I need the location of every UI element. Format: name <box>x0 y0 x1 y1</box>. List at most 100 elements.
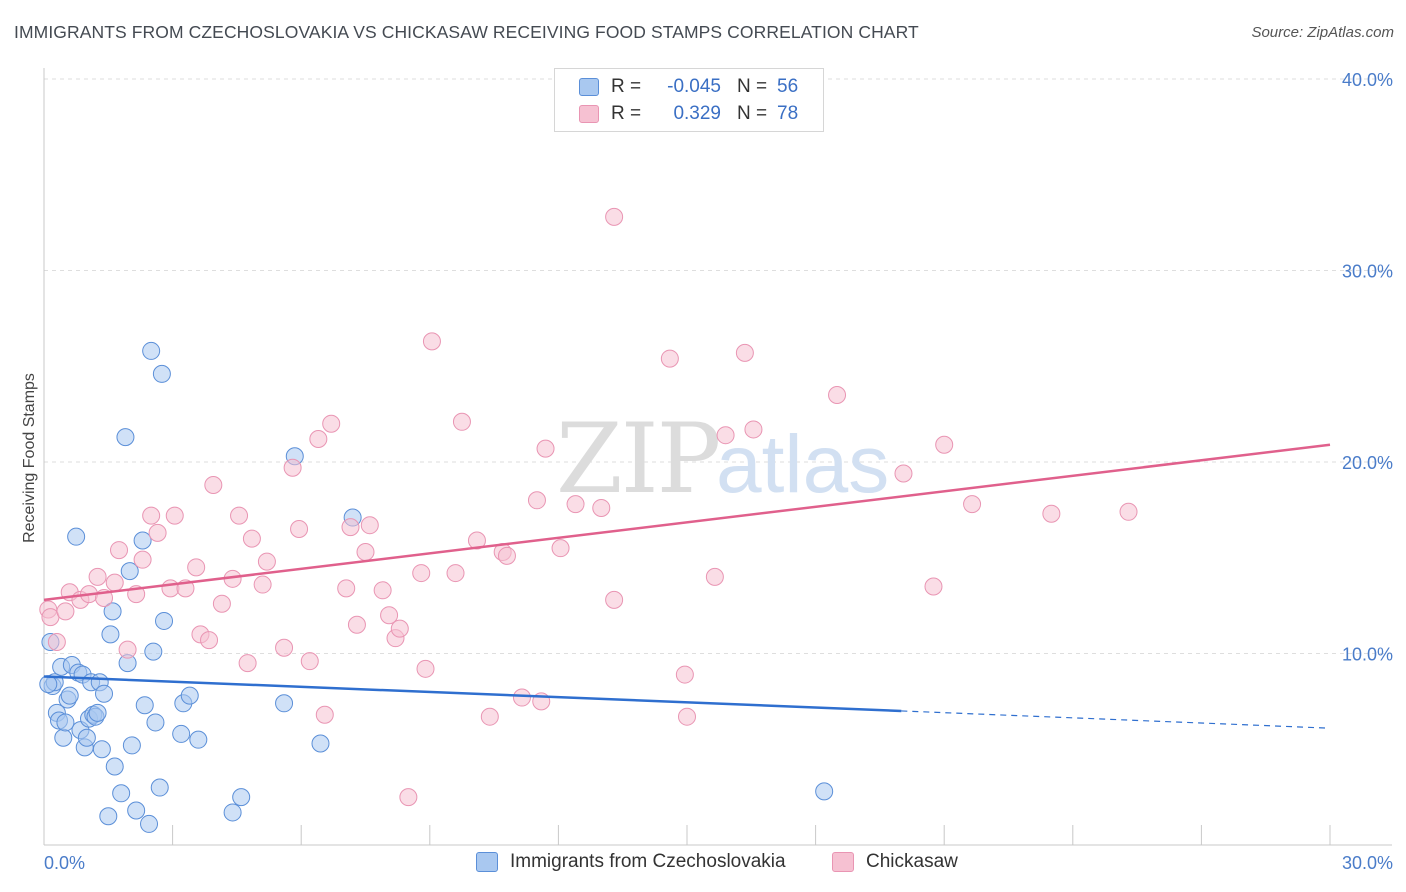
immigrants-point <box>146 713 165 732</box>
chickasaw-point <box>390 619 409 638</box>
immigrants-point <box>223 803 242 822</box>
chickasaw-point <box>105 573 124 592</box>
chickasaw-point <box>133 550 152 569</box>
immigrants-point <box>142 341 161 360</box>
tick-labels: 10.0% 20.0% 30.0% 40.0% 0.0% 30.0% <box>44 70 1393 873</box>
chickasaw-point <box>399 788 418 807</box>
immigrants-point <box>152 364 171 383</box>
chickasaw-trend-line <box>43 443 1331 602</box>
immigrants-point <box>275 694 294 713</box>
legend-item-chickasaw[interactable]: Chickasaw <box>832 851 958 873</box>
y-tick-label: 30.0% <box>1342 262 1393 282</box>
source-label: Source: ZipAtlas.com <box>1251 24 1394 41</box>
legend-swatch-immigrants <box>579 78 599 96</box>
chickasaw-point <box>412 564 431 583</box>
immigrants-point <box>172 724 191 743</box>
chickasaw-point <box>924 577 943 596</box>
chickasaw-point <box>41 608 60 627</box>
x-tick-label: 0.0% <box>44 853 85 873</box>
chickasaw-point <box>47 633 66 652</box>
legend-r-label: R = <box>611 103 642 124</box>
chickasaw-point <box>187 558 206 577</box>
immigrants-point <box>77 728 96 747</box>
immigrants-point <box>54 728 73 747</box>
immigrants-point <box>232 788 251 807</box>
immigrants-point <box>67 527 86 546</box>
legend-swatch-chickasaw <box>579 105 599 123</box>
immigrants-point <box>112 784 131 803</box>
chickasaw-point <box>275 638 294 657</box>
chickasaw-point <box>337 579 356 598</box>
y-tick-label: 20.0% <box>1342 453 1393 473</box>
legend-label-immigrants: Immigrants from Czechoslovakia <box>510 851 786 872</box>
immigrants-point <box>39 675 58 694</box>
chickasaw-point <box>257 552 276 571</box>
watermark-zip: ZIP <box>556 403 719 515</box>
chickasaw-point <box>566 495 585 514</box>
chickasaw-point <box>161 579 180 598</box>
chickasaw-point <box>675 665 694 684</box>
immigrants-point <box>88 703 107 722</box>
chickasaw-point <box>527 491 546 510</box>
immigrants-point <box>150 778 169 797</box>
chart-title: IMMIGRANTS FROM CZECHOSLOVAKIA VS CHICKA… <box>14 22 919 42</box>
chickasaw-point <box>142 506 161 525</box>
chickasaw-point <box>238 654 257 673</box>
chickasaw-point <box>744 420 763 439</box>
chickasaw-point <box>309 430 328 449</box>
immigrants-point <box>133 531 152 550</box>
chickasaw-point <box>300 652 319 671</box>
chickasaw-point <box>446 564 465 583</box>
axes <box>43 68 1392 846</box>
legend-r-value: 0.329 <box>673 103 721 124</box>
chickasaw-point <box>935 435 954 454</box>
chickasaw-point <box>416 659 435 678</box>
immigrants-point <box>60 686 79 705</box>
y-tick-label: 40.0% <box>1342 70 1393 90</box>
y-axis-label: Receiving Food Stamps <box>21 373 38 543</box>
chickasaw-point <box>705 567 724 586</box>
x-tick-label: 30.0% <box>1342 853 1393 873</box>
immigrants-point <box>116 428 135 447</box>
chickasaw-point <box>422 332 441 351</box>
immigrants-point <box>120 562 139 581</box>
chickasaw-point <box>735 343 754 362</box>
immigrants-point <box>101 625 120 644</box>
chickasaw-point <box>660 349 679 368</box>
chickasaw-point <box>894 464 913 483</box>
chickasaw-point <box>341 518 360 537</box>
legend-n-value: 56 <box>777 76 799 97</box>
immigrants-point <box>99 807 118 826</box>
chickasaw-point <box>536 439 555 458</box>
legend-row-immigrants: R = -0.045 N = 56 <box>579 75 798 99</box>
legend-n-value: 78 <box>777 103 799 124</box>
immigrants-point <box>140 814 159 833</box>
legend-row-chickasaw: R = 0.329 N = 78 <box>579 102 798 126</box>
watermark-atlas: atlas <box>716 419 889 510</box>
immigrants-point <box>127 801 146 820</box>
chickasaw-point <box>200 631 219 650</box>
chickasaw-point <box>56 602 75 621</box>
chickasaw-point <box>165 506 184 525</box>
chickasaw-point <box>1042 504 1061 523</box>
immigrants-trend-extension <box>901 710 1331 729</box>
series-legend: Immigrants from Czechoslovakia Chickasaw <box>0 851 1406 877</box>
chickasaw-point <box>315 705 334 724</box>
chickasaw-point <box>360 516 379 535</box>
chickasaw-point <box>118 640 137 659</box>
chickasaw-point <box>283 458 302 477</box>
chickasaw-point <box>373 581 392 600</box>
immigrants-point <box>135 696 154 715</box>
legend-r-label: R = <box>611 76 642 97</box>
legend-n-label: N = <box>737 76 768 97</box>
chickasaw-point <box>204 475 223 494</box>
trend-lines <box>43 443 1331 729</box>
chickasaw-point <box>242 529 261 548</box>
chickasaw-point <box>963 495 982 514</box>
chickasaw-point <box>716 426 735 445</box>
immigrants-trend-line <box>43 675 902 713</box>
grid-lines <box>44 78 1392 654</box>
legend-label-chickasaw: Chickasaw <box>866 851 958 872</box>
legend-item-immigrants[interactable]: Immigrants from Czechoslovakia <box>476 851 786 873</box>
